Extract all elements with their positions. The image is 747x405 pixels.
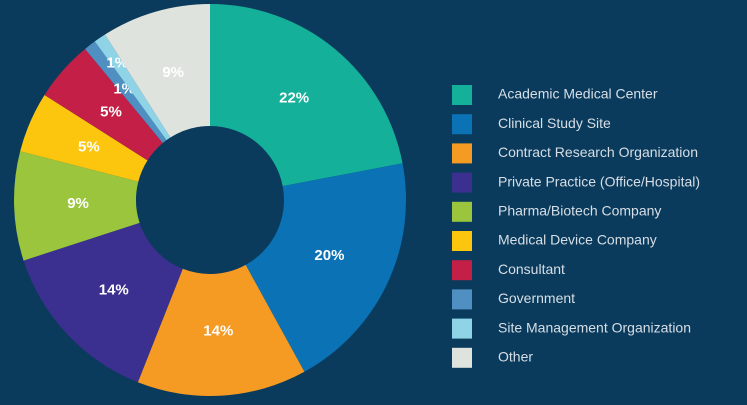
slice-label: 9%: [67, 195, 89, 212]
legend-swatch: [452, 347, 472, 368]
legend-label: Pharma/Biotech Company: [498, 203, 661, 219]
slice: [210, 4, 403, 187]
legend-label: Government: [498, 290, 575, 306]
legend-swatch: [452, 318, 472, 339]
slice: [104, 4, 210, 138]
slice: [13, 151, 140, 261]
legend-swatch: [452, 260, 472, 281]
slice-label: 5%: [100, 104, 122, 121]
slice-label: 22%: [279, 89, 309, 106]
legend-swatch: [452, 114, 472, 135]
legend-swatch: [452, 85, 472, 105]
legend-label: Academic Medical Center: [498, 86, 658, 102]
legend-label: Medical Device Company: [498, 232, 657, 248]
slice-label: 14%: [99, 281, 129, 298]
slice: [20, 94, 148, 182]
legend-label: Clinical Study Site: [498, 115, 611, 131]
slice-label: 5%: [78, 139, 100, 156]
slice: [44, 48, 163, 161]
slice: [94, 34, 171, 141]
slice-label: 20%: [314, 247, 344, 264]
slice-label: 9%: [162, 64, 184, 81]
slice-label: 14%: [203, 323, 233, 340]
slice: [137, 264, 305, 396]
legend-label: Contract Research Organization: [498, 144, 698, 160]
slice: [245, 163, 406, 372]
legend-label: Consultant: [498, 261, 565, 277]
legend-label: Site Management Organization: [498, 319, 691, 335]
legend-swatch: [452, 172, 472, 193]
legend-swatch: [452, 201, 472, 222]
legend-label: Private Practice (Office/Hospital): [498, 173, 700, 189]
legend-swatch: [452, 143, 472, 164]
legend-label: Other: [498, 349, 533, 365]
slice: [23, 222, 183, 383]
legend-swatch: [452, 231, 472, 251]
legend-swatch: [452, 289, 472, 310]
slice: [85, 41, 167, 143]
